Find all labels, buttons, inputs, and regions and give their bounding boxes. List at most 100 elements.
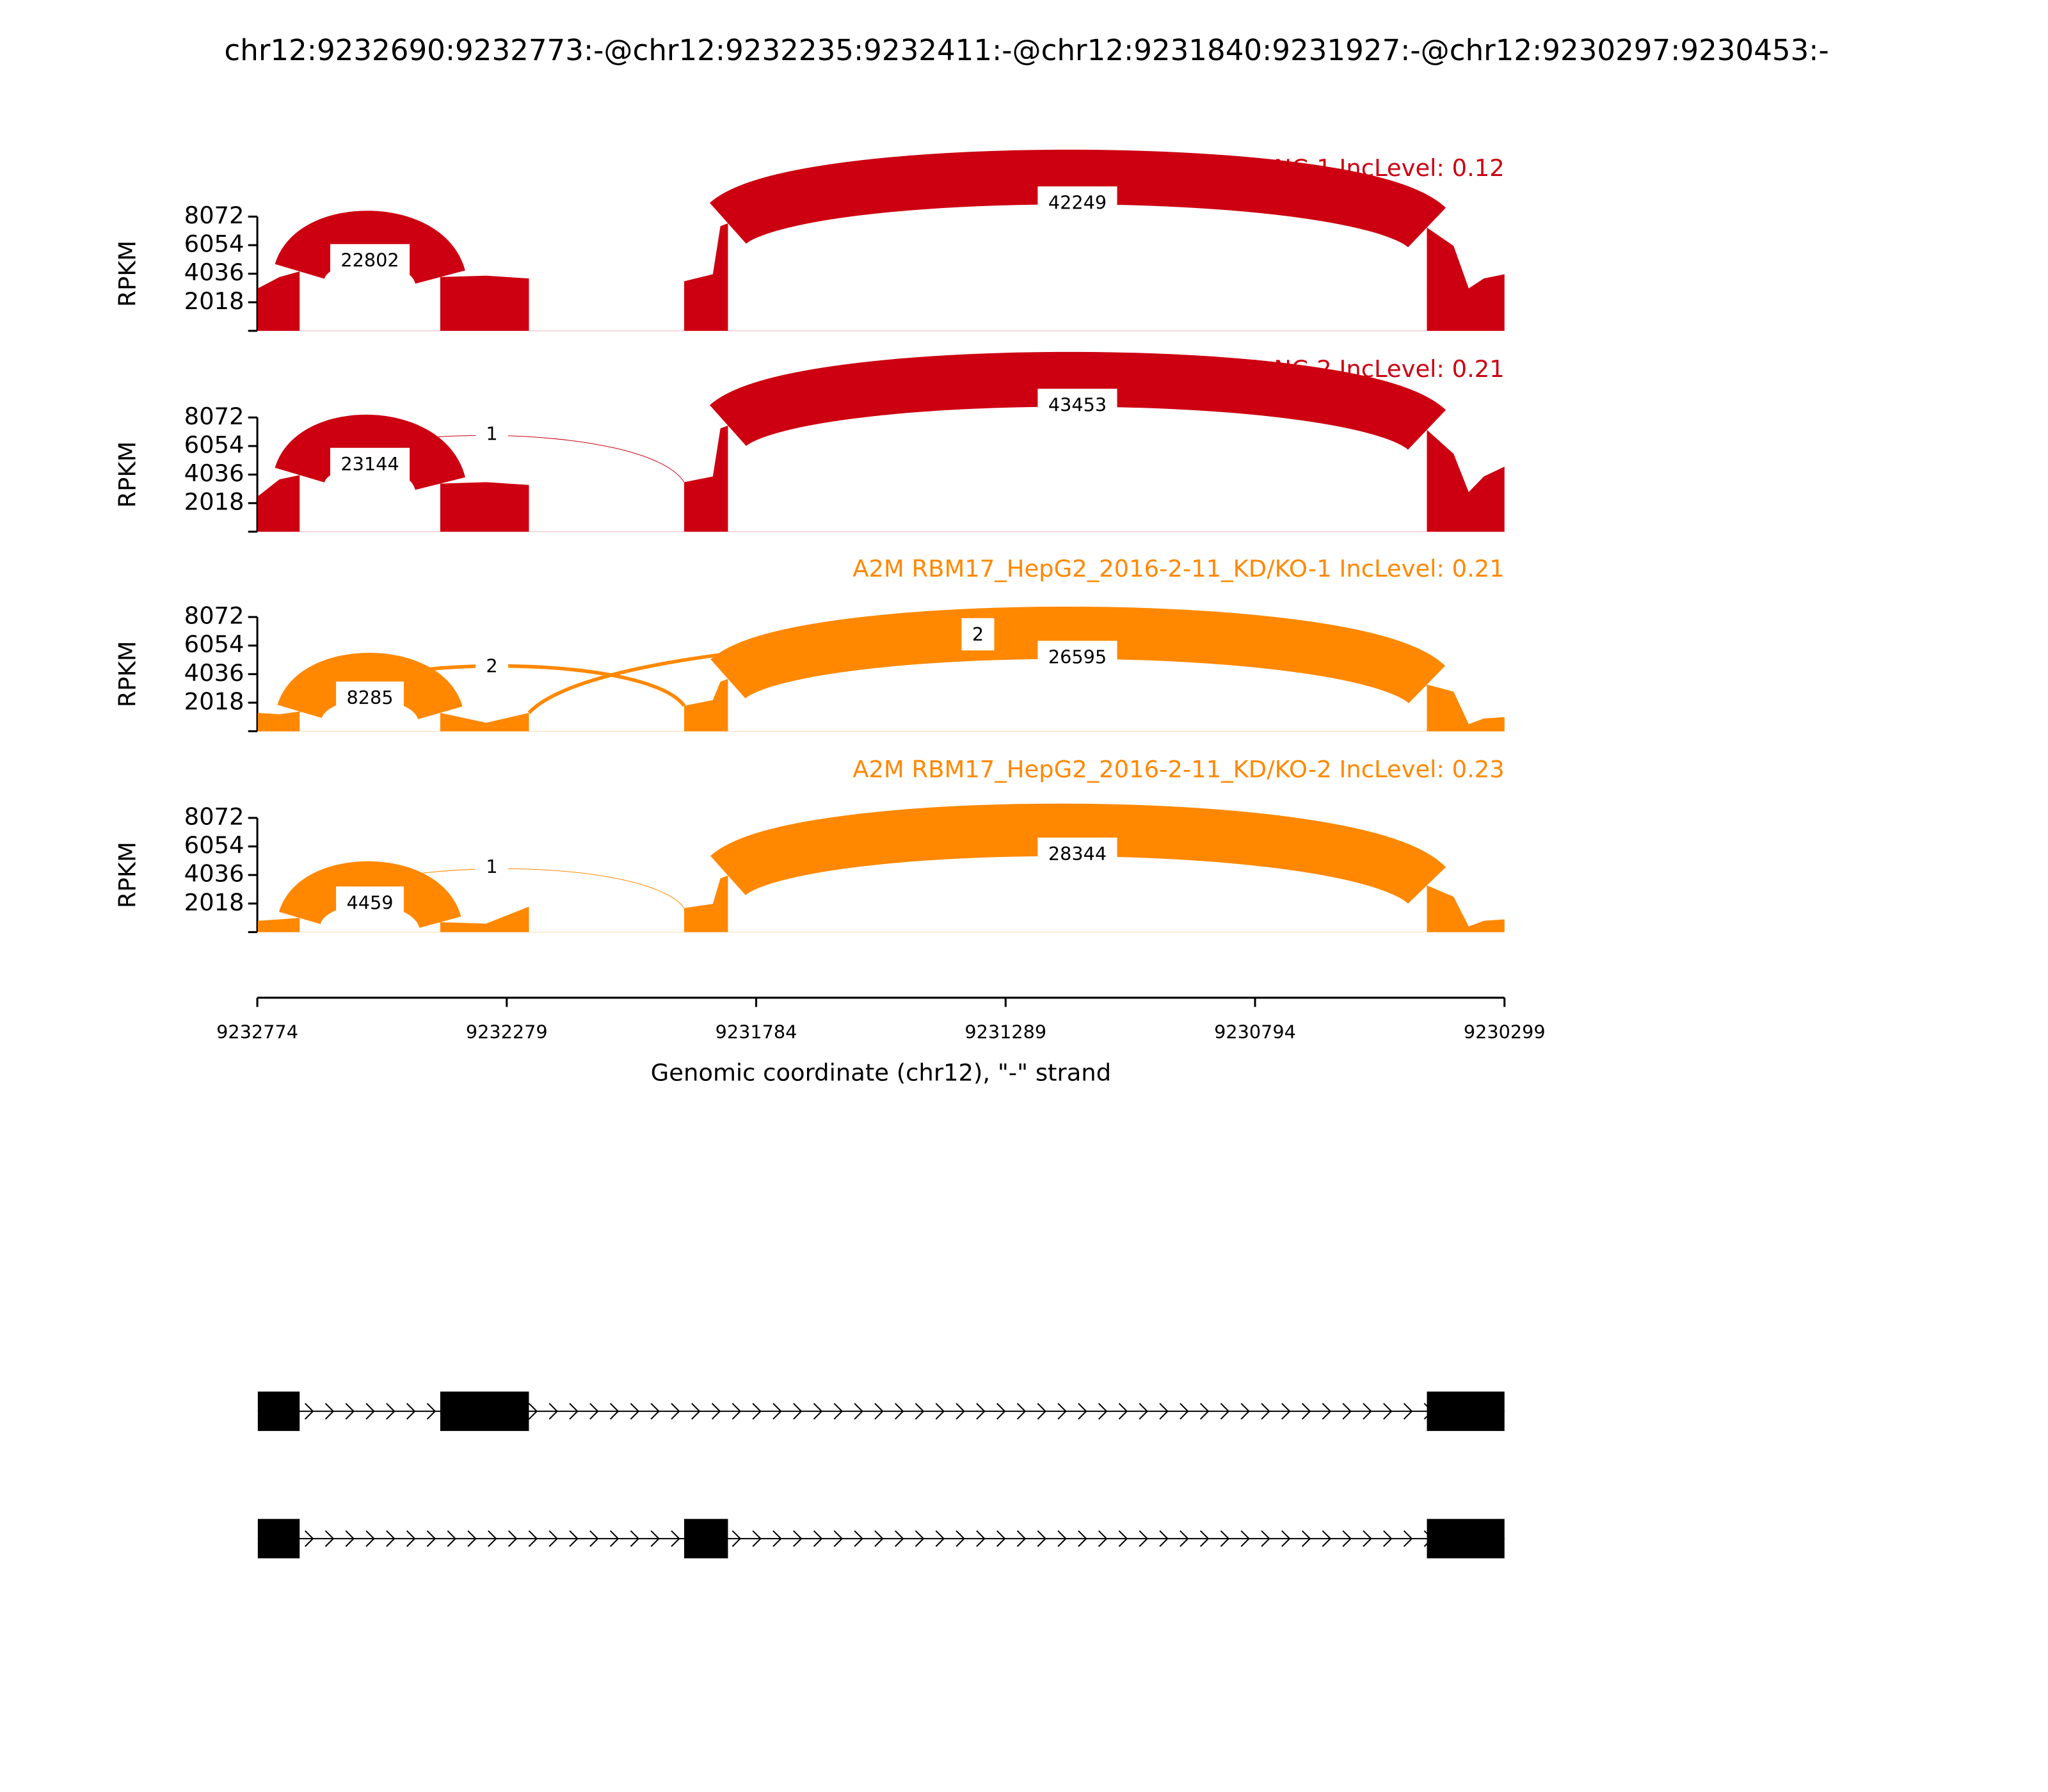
strand-chevron bbox=[609, 1530, 620, 1548]
strand-chevron bbox=[630, 1403, 640, 1420]
strand-chevron bbox=[1037, 1530, 1047, 1548]
x-axis-label: Genomic coordinate (chr12), "-" strand bbox=[651, 1059, 1111, 1086]
strand-chevron bbox=[671, 1530, 680, 1548]
strand-chevron bbox=[711, 1403, 721, 1420]
strand-chevron bbox=[895, 1403, 904, 1420]
strand-chevron bbox=[1363, 1403, 1372, 1420]
strand-chevron bbox=[1342, 1403, 1352, 1420]
junction-count: 26595 bbox=[1048, 646, 1107, 668]
strand-chevron bbox=[589, 1530, 599, 1548]
strand-chevron bbox=[976, 1403, 986, 1420]
junction-count: 22802 bbox=[340, 250, 399, 271]
strand-chevron bbox=[569, 1530, 579, 1548]
coverage-area bbox=[440, 275, 529, 331]
strand-chevron bbox=[996, 1403, 1006, 1420]
strand-chevron bbox=[386, 1403, 396, 1420]
strand-chevron bbox=[1363, 1530, 1372, 1548]
strand-chevron bbox=[1281, 1530, 1291, 1548]
junction-count-box bbox=[336, 681, 404, 714]
strand-chevron bbox=[915, 1403, 925, 1420]
strand-chevron bbox=[548, 1530, 558, 1548]
coverage-area bbox=[1427, 684, 1505, 732]
junction-count: 4459 bbox=[346, 892, 393, 913]
strand-chevron bbox=[813, 1403, 823, 1420]
sample-label: A2M RBM17_HepG2_2016-2-11_KD/KO-1 IncLev… bbox=[852, 555, 1505, 582]
y-tick-label: 4036 bbox=[184, 259, 244, 286]
y-axis-label: RPKM bbox=[114, 641, 141, 707]
strand-chevron bbox=[833, 1403, 844, 1420]
strand-chevron bbox=[874, 1530, 884, 1548]
strand-chevron bbox=[1261, 1403, 1270, 1420]
sample-label: A2M RBM17_HepG2_2016-2-11_NC-2 IncLevel:… bbox=[893, 355, 1505, 383]
strand-chevron bbox=[976, 1530, 986, 1548]
y-tick-label: 2018 bbox=[184, 287, 244, 315]
junction-arc bbox=[710, 803, 1446, 906]
strand-chevron bbox=[426, 1530, 436, 1548]
junction-count: 2 bbox=[972, 623, 984, 645]
strand-chevron bbox=[1159, 1530, 1169, 1548]
strand-chevron bbox=[1342, 1530, 1352, 1548]
strand-chevron bbox=[426, 1403, 436, 1420]
strand-chevron bbox=[772, 1530, 782, 1548]
junction-count-box bbox=[476, 417, 509, 450]
strand-chevron bbox=[365, 1403, 375, 1420]
y-tick-label: 2018 bbox=[184, 687, 244, 715]
strand-chevron bbox=[1098, 1403, 1108, 1420]
strand-chevron bbox=[935, 1530, 945, 1548]
strand-chevron bbox=[589, 1403, 599, 1420]
y-tick-label: 4036 bbox=[184, 460, 244, 487]
strand-chevron bbox=[1180, 1403, 1189, 1420]
junction-count: 8285 bbox=[346, 687, 393, 708]
coverage-area bbox=[440, 482, 529, 532]
junction-count-box bbox=[1037, 388, 1117, 421]
junction-count-box bbox=[1037, 186, 1117, 219]
y-tick-label: 6054 bbox=[184, 831, 244, 859]
junction-count: 28344 bbox=[1048, 843, 1107, 865]
y-tick-label: 4036 bbox=[184, 659, 244, 687]
junction-count-box bbox=[476, 650, 509, 682]
coverage-area bbox=[257, 475, 300, 532]
strand-chevron bbox=[1016, 1403, 1027, 1420]
y-tick-label: 8072 bbox=[184, 602, 244, 630]
exon bbox=[1427, 1519, 1505, 1558]
strand-chevron bbox=[304, 1403, 314, 1420]
exon bbox=[440, 1391, 529, 1431]
y-tick-label: 6054 bbox=[184, 230, 244, 258]
strand-chevron bbox=[833, 1530, 844, 1548]
strand-chevron bbox=[1159, 1403, 1169, 1420]
junction-arc bbox=[275, 211, 465, 286]
strand-chevron bbox=[650, 1530, 660, 1548]
strand-chevron bbox=[1322, 1530, 1332, 1548]
strand-chevron bbox=[1180, 1530, 1189, 1548]
y-tick-label: 6054 bbox=[184, 431, 244, 458]
junction-count: 42249 bbox=[1048, 191, 1107, 213]
coverage-area bbox=[684, 425, 728, 532]
sample-label: A2M RBM17_HepG2_2016-2-11_NC-1 IncLevel:… bbox=[893, 154, 1505, 182]
strand-chevron bbox=[752, 1530, 762, 1548]
strand-chevron bbox=[732, 1403, 742, 1420]
strand-chevron bbox=[488, 1530, 497, 1548]
strand-chevron bbox=[1403, 1530, 1413, 1548]
junction-count: 2 bbox=[486, 655, 497, 676]
strand-chevron bbox=[345, 1403, 355, 1420]
junction-count-box bbox=[330, 447, 410, 481]
exon bbox=[684, 1519, 728, 1558]
strand-chevron bbox=[772, 1403, 782, 1420]
coverage-area bbox=[684, 223, 728, 331]
y-axis-label: RPKM bbox=[114, 842, 141, 908]
junction-count: 23144 bbox=[340, 453, 399, 475]
strand-chevron bbox=[1057, 1403, 1067, 1420]
y-axis-label: RPKM bbox=[114, 241, 141, 307]
y-tick-label: 8072 bbox=[184, 803, 244, 830]
strand-chevron bbox=[895, 1530, 904, 1548]
strand-chevron bbox=[1240, 1530, 1251, 1548]
junction-count-box bbox=[330, 244, 410, 276]
exon bbox=[1427, 1391, 1505, 1431]
strand-chevron bbox=[1301, 1403, 1311, 1420]
strand-chevron bbox=[406, 1530, 416, 1548]
y-tick-label: 8072 bbox=[184, 202, 244, 229]
strand-chevron bbox=[1383, 1403, 1393, 1420]
strand-chevron bbox=[1139, 1403, 1149, 1420]
strand-chevron bbox=[874, 1403, 884, 1420]
strand-chevron bbox=[406, 1403, 416, 1420]
